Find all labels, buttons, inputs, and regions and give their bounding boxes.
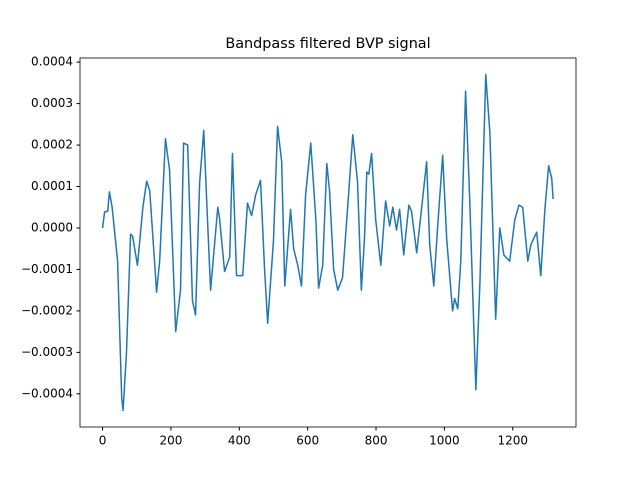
y-tick-label: 0.0001 — [31, 179, 73, 193]
chart-title: Bandpass filtered BVP signal — [225, 36, 430, 52]
y-tick-label: 0.0003 — [31, 96, 73, 110]
line-series — [101, 73, 554, 412]
x-tick-label: 400 — [228, 434, 251, 448]
x-tick-label: 800 — [365, 434, 388, 448]
x-tick-label: 200 — [159, 434, 182, 448]
x-tick-label: 1000 — [429, 434, 460, 448]
y-tick-label: 0.0000 — [31, 220, 73, 234]
y-tick-label: 0.0002 — [31, 138, 73, 152]
y-tick-label: −0.0001 — [21, 262, 73, 276]
y-tick-label: 0.0004 — [31, 55, 73, 69]
y-tick-label: −0.0003 — [21, 345, 73, 359]
y-tick-label: −0.0002 — [21, 303, 73, 317]
x-tick-label: 1200 — [497, 434, 528, 448]
x-tick-label: 0 — [99, 434, 107, 448]
x-tick-label: 600 — [296, 434, 319, 448]
y-tick-label: −0.0004 — [21, 386, 73, 400]
plot-frame — [79, 57, 577, 428]
